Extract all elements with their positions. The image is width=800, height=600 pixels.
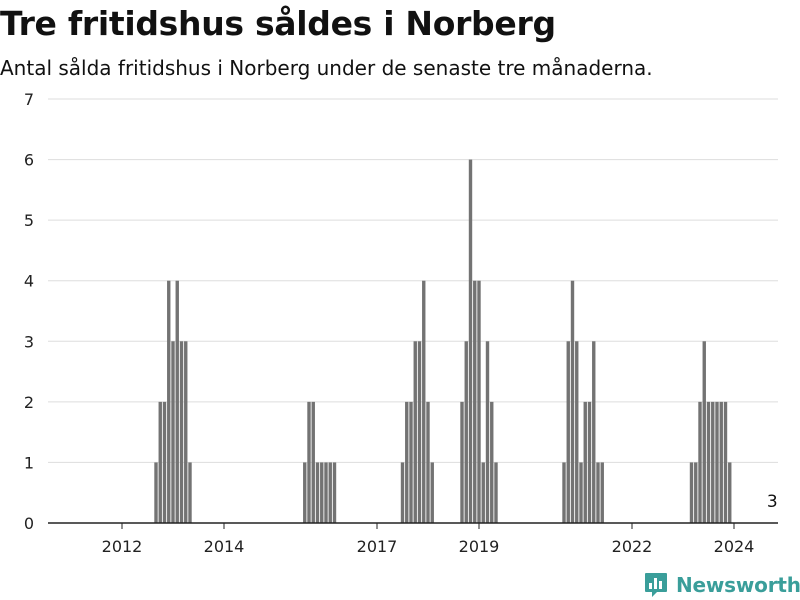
chart-title: Tre fritidshus såldes i Norberg xyxy=(0,4,556,43)
bar xyxy=(592,341,596,523)
bar xyxy=(711,401,715,523)
chart-subtitle: Antal sålda fritidshus i Norberg under d… xyxy=(0,56,653,80)
bar xyxy=(179,341,184,523)
bar xyxy=(464,341,468,523)
bar xyxy=(405,401,409,523)
bar xyxy=(689,462,694,523)
bar xyxy=(698,401,702,523)
data-label: 3 xyxy=(767,492,778,512)
bar xyxy=(413,341,417,523)
bar xyxy=(570,280,575,523)
bar xyxy=(158,401,162,523)
bar-chart-speech-bubble-icon xyxy=(645,573,667,597)
bar xyxy=(409,401,413,523)
bar xyxy=(579,462,583,523)
x-tick-label: 2022 xyxy=(612,537,653,556)
bar xyxy=(702,341,706,523)
bar xyxy=(430,462,434,523)
bar xyxy=(154,462,158,523)
brand-name: Newsworthy xyxy=(676,573,800,597)
bar xyxy=(706,401,711,523)
y-tick-label: 4 xyxy=(24,272,34,291)
bar xyxy=(171,341,175,523)
bar xyxy=(566,341,570,523)
y-tick-label: 2 xyxy=(24,393,34,412)
bar xyxy=(477,280,481,523)
bar xyxy=(575,341,579,523)
bar xyxy=(175,280,179,523)
x-tick-label: 2012 xyxy=(102,537,143,556)
bar xyxy=(715,401,719,523)
y-tick-label: 6 xyxy=(24,151,34,170)
bar xyxy=(311,401,315,523)
bar xyxy=(562,462,566,523)
bar xyxy=(460,401,464,523)
bar xyxy=(468,159,473,524)
y-tick-label: 0 xyxy=(24,514,34,533)
newsworthy-logo: Newsworthy xyxy=(644,570,800,600)
bar xyxy=(324,462,328,523)
y-tick-label: 5 xyxy=(24,211,34,230)
bar xyxy=(320,462,324,523)
bar xyxy=(184,341,188,523)
bar xyxy=(494,462,498,523)
bar xyxy=(723,401,728,523)
bar xyxy=(400,462,405,523)
bar xyxy=(485,341,490,523)
x-tick-label: 2019 xyxy=(459,537,500,556)
bar xyxy=(583,401,587,523)
bar xyxy=(188,462,192,523)
bar xyxy=(473,280,477,523)
y-tick-label: 7 xyxy=(24,90,34,109)
x-tick-label: 2024 xyxy=(714,537,755,556)
bar xyxy=(417,341,422,523)
bar xyxy=(332,462,337,523)
bar xyxy=(719,401,723,523)
bar xyxy=(596,462,600,523)
bar xyxy=(162,401,167,523)
bar xyxy=(315,462,320,523)
bar xyxy=(422,280,426,523)
bar xyxy=(481,462,485,523)
y-tick-label: 1 xyxy=(24,453,34,472)
bar xyxy=(307,401,311,523)
bar xyxy=(600,462,604,523)
x-tick-label: 2017 xyxy=(357,537,398,556)
y-tick-label: 3 xyxy=(24,332,34,351)
bar xyxy=(328,462,332,523)
bar xyxy=(303,462,307,523)
bar xyxy=(490,401,494,523)
bar xyxy=(167,280,171,523)
bar xyxy=(426,401,430,523)
bar xyxy=(587,401,592,523)
bar xyxy=(728,462,732,523)
bar xyxy=(694,462,698,523)
x-tick-label: 2014 xyxy=(204,537,245,556)
